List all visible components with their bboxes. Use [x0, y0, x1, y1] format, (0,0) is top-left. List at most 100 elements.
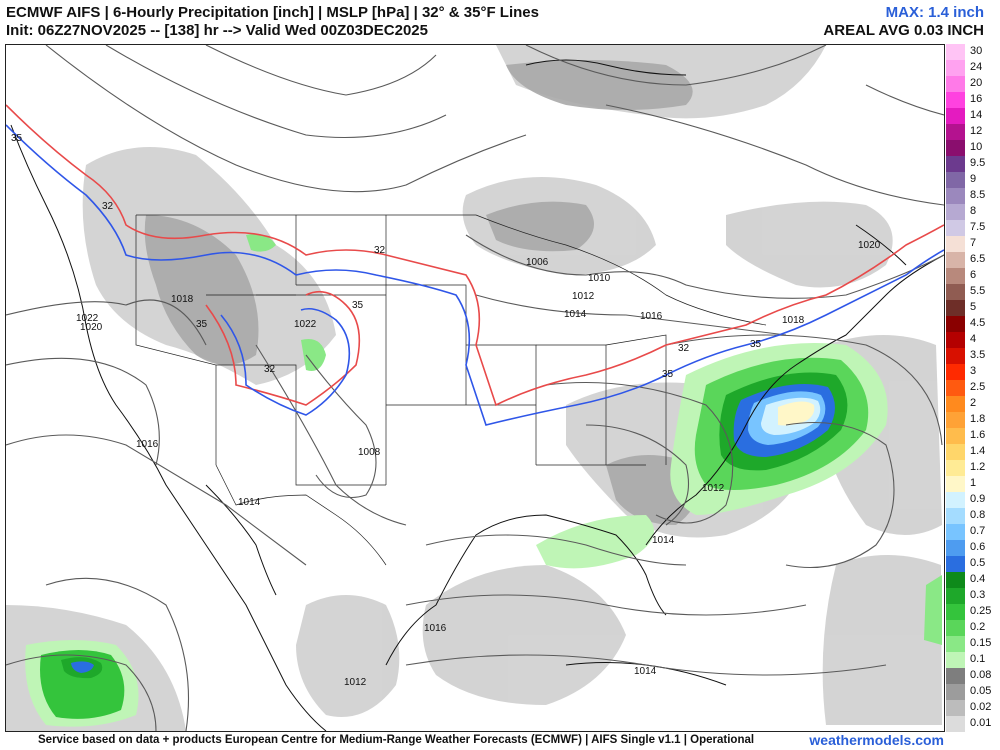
colorbar-swatch [946, 236, 965, 253]
colorbar-label: 0.15 [970, 637, 992, 649]
max-label: MAX: 1.4 inch [885, 4, 984, 21]
colorbar-label: 0.9 [970, 493, 986, 505]
colorbar-label: 0.3 [970, 589, 986, 601]
colorbar-label: 6 [970, 269, 977, 281]
isobar-label: 1012 [702, 483, 725, 494]
colorbar-label: 0.01 [970, 717, 992, 729]
precip-colorbar: 30 24 20 16 14 12 10 9.5 9 8.5 8 7.5 7 6.5 6 5.5 5 4.5 4 3.… [946, 44, 1000, 733]
map-canvas: 1006 1010 1012 1014 1016 1018 1020 1022 … [6, 45, 944, 731]
isobar-label: 1014 [564, 309, 587, 320]
colorbar-label: 10 [970, 141, 983, 153]
freezing-label-32: 32 [264, 364, 276, 375]
precip-shading-green [25, 233, 942, 727]
colorbar-swatch [946, 188, 965, 205]
colorbar-label: 0.02 [970, 701, 992, 713]
colorbar-swatch [946, 76, 965, 93]
colorbar-swatch [946, 316, 965, 333]
colorbar-swatch [946, 204, 965, 221]
colorbar-swatch [946, 396, 965, 413]
colorbar-swatch [946, 92, 965, 109]
colorbar-label: 1.8 [970, 413, 986, 425]
isobar-label: 1022 [294, 319, 317, 330]
isobar-label: 1006 [526, 257, 549, 268]
colorbar-swatch [946, 460, 965, 477]
colorbar-swatch [946, 300, 965, 317]
colorbar-label: 12 [970, 125, 983, 137]
colorbar-swatch [946, 428, 965, 445]
isobar-label: 1018 [171, 294, 194, 305]
colorbar-swatch [946, 172, 965, 189]
title-line-2: Init: 06Z27NOV2025 -- [138] hr --> Valid… [6, 22, 428, 39]
freezing-label-35: 35 [352, 300, 364, 311]
isobar-label: 1020 [80, 322, 103, 333]
colorbar-swatch [946, 156, 965, 173]
colorbar-swatch [946, 700, 965, 717]
isobars [6, 45, 944, 731]
colorbar-label: 8.5 [970, 189, 986, 201]
political-borders [135, 214, 767, 566]
colorbar-swatch [946, 364, 965, 381]
isobar-label: 1016 [424, 623, 447, 634]
isobar-label: 1020 [858, 240, 881, 251]
colorbar-swatch [946, 620, 965, 637]
colorbar-label: 24 [970, 61, 983, 73]
colorbar-swatch [946, 556, 965, 573]
colorbar-swatch [946, 380, 965, 397]
colorbar-swatch [946, 268, 965, 285]
brand-link[interactable]: weathermodels.com [809, 732, 944, 748]
colorbar-swatch [946, 412, 965, 429]
freezing-label-35: 35 [750, 339, 762, 350]
isobar-label: 1016 [136, 439, 159, 450]
colorbar-label: 5 [970, 301, 977, 313]
colorbar-label: 3 [970, 365, 977, 377]
colorbar-swatch [946, 572, 965, 589]
colorbar-swatch [946, 716, 965, 733]
colorbar-swatch [946, 540, 965, 557]
colorbar-label: 0.5 [970, 557, 986, 569]
colorbar-label: 0.08 [970, 669, 992, 681]
colorbar-label: 4 [970, 333, 977, 345]
colorbar-label: 7.5 [970, 221, 986, 233]
coastlines [10, 59, 944, 731]
colorbar-label: 9.5 [970, 157, 986, 169]
isobar-label: 1008 [358, 447, 381, 458]
colorbar-label: 0.25 [970, 605, 992, 617]
colorbar-swatch [946, 476, 965, 493]
isobar-label: 1012 [572, 291, 595, 302]
colorbar-label: 1 [970, 477, 977, 489]
colorbar-label: 6.5 [970, 253, 986, 265]
data-credit: Service based on data + products Europea… [38, 734, 755, 746]
colorbar-label: 0.4 [970, 573, 986, 585]
colorbar-swatch [946, 284, 965, 301]
colorbar-label: 9 [970, 173, 977, 185]
colorbar-swatch [946, 60, 965, 77]
colorbar-label: 7 [970, 237, 977, 249]
colorbar-swatch [946, 252, 965, 269]
colorbar-label: 0.6 [970, 541, 986, 553]
freezing-label-35: 35 [662, 369, 674, 380]
colorbar-swatch [946, 604, 965, 621]
colorbar-label: 8 [970, 205, 977, 217]
colorbar-swatch [946, 684, 965, 701]
colorbar-swatch [946, 636, 965, 653]
colorbar-swatch [946, 44, 965, 61]
freezing-label-32: 32 [374, 245, 386, 256]
isobar-label: 1016 [640, 311, 663, 322]
colorbar-label: 20 [970, 77, 983, 89]
freezing-label-35: 35 [196, 319, 208, 330]
isobar-label: 1022 [76, 313, 99, 324]
areal-avg-label: AREAL AVG 0.03 INCH [823, 22, 984, 39]
colorbar-label: 0.2 [970, 621, 986, 633]
colorbar-label: 0.7 [970, 525, 986, 537]
colorbar-label: 0.1 [970, 653, 986, 665]
colorbar-label: 2 [970, 397, 977, 409]
header: ECMWF AIFS | 6-Hourly Precipitation [inc… [0, 0, 1000, 44]
colorbar-swatch [946, 332, 965, 349]
isobar-labels: 1006 1010 1012 1014 1016 1018 1020 1022 … [76, 240, 881, 688]
freezing-label-32: 32 [678, 343, 690, 354]
isobar-label: 1010 [588, 273, 611, 284]
freezing-label-35: 35 [11, 133, 23, 144]
colorbar-label: 1.6 [970, 429, 986, 441]
title-line-1: ECMWF AIFS | 6-Hourly Precipitation [inc… [6, 4, 539, 21]
freezing-labels: 32 35 32 35 32 35 32 35 35 [11, 133, 762, 380]
